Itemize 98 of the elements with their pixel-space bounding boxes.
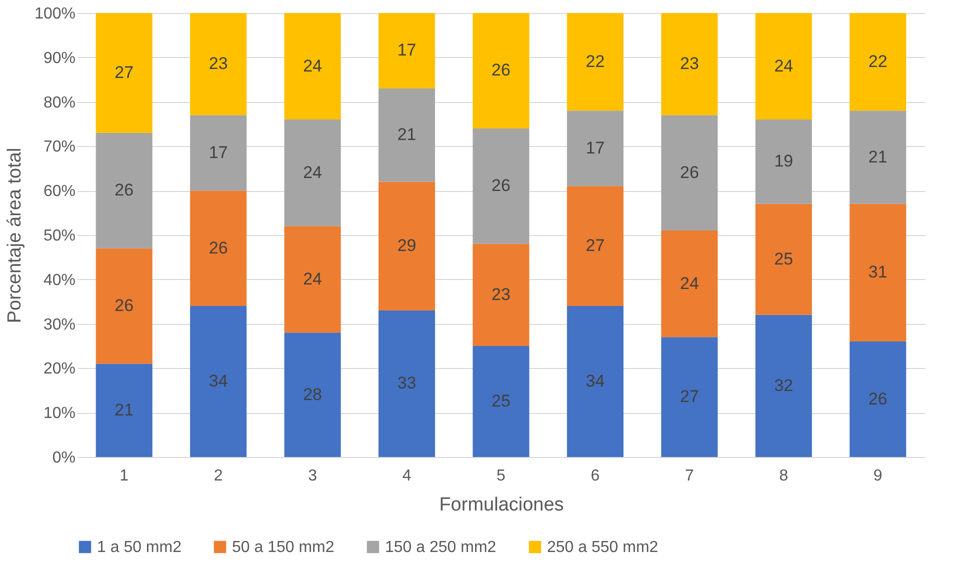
- bar: [472, 13, 530, 128]
- y-tick-label: 30%: [43, 316, 76, 334]
- y-tick-label: 60%: [43, 183, 76, 200]
- bar: [190, 190, 247, 306]
- bar: [378, 310, 436, 457]
- y-tick-label: 10%: [43, 405, 76, 422]
- bar: [96, 248, 152, 364]
- data-label: 27: [586, 236, 605, 256]
- x-tick-label: 8: [779, 468, 788, 484]
- bar: [472, 346, 530, 457]
- data-label: 19: [774, 152, 794, 171]
- data-label: 21: [114, 400, 134, 420]
- bar: [661, 230, 718, 338]
- data-label: 23: [492, 284, 510, 304]
- bar: [284, 226, 341, 333]
- bar: [566, 306, 624, 457]
- x-tick-label: 2: [214, 468, 223, 484]
- data-label: 17: [397, 40, 416, 60]
- data-label: 27: [114, 62, 134, 82]
- data-label: 34: [208, 372, 228, 391]
- bar: [190, 306, 247, 457]
- bar: [850, 110, 906, 204]
- y-tick-label: 100%: [34, 6, 76, 22]
- y-tick-label: 20%: [43, 360, 76, 378]
- bar: [566, 186, 624, 306]
- data-label: 33: [397, 374, 416, 393]
- data-label: 26: [114, 180, 134, 200]
- data-label: 26: [492, 60, 510, 80]
- data-label: 26: [868, 389, 888, 408]
- bar: [190, 115, 247, 191]
- bar: [850, 204, 906, 342]
- data-label: 34: [586, 372, 605, 391]
- data-label: 25: [492, 392, 510, 410]
- bar: [378, 182, 436, 310]
- data-label: 24: [303, 269, 322, 288]
- data-label: 26: [114, 296, 134, 316]
- data-label: 27: [680, 387, 699, 406]
- bar: [190, 13, 247, 116]
- x-axis-title: Formulaciones: [439, 494, 564, 516]
- bar: [472, 128, 530, 244]
- legend-label: 50 a 150 mm2: [232, 539, 334, 556]
- y-tick-label: 80%: [43, 94, 76, 112]
- data-label: 26: [492, 176, 510, 196]
- bar: [566, 110, 624, 186]
- bar: [96, 364, 152, 457]
- x-tick-label: 6: [590, 468, 600, 484]
- data-label: 29: [397, 236, 416, 256]
- y-tick-label: 70%: [43, 138, 76, 156]
- bar: [96, 13, 152, 133]
- data-label: 25: [774, 249, 794, 268]
- bar: [284, 13, 341, 120]
- y-tick-label: 40%: [43, 272, 76, 289]
- y-tick-label: 0%: [52, 450, 76, 466]
- data-label: 28: [303, 384, 322, 404]
- bar: [850, 13, 906, 111]
- x-tick-label: 3: [308, 468, 318, 484]
- x-tick-label: 7: [684, 468, 694, 484]
- legend-label: 1 a 50 mm2: [97, 539, 182, 556]
- bar: [284, 120, 341, 226]
- y-axis-title: Porcentaje área total: [4, 148, 26, 324]
- bar: [661, 337, 718, 457]
- bar: [378, 13, 436, 88]
- data-label: 24: [303, 56, 322, 76]
- data-label: 23: [208, 54, 228, 74]
- data-label: 26: [208, 238, 228, 258]
- data-label: 24: [303, 162, 322, 182]
- y-tick-label: 50%: [43, 228, 76, 244]
- data-label: 23: [680, 54, 699, 74]
- data-label: 21: [868, 147, 888, 166]
- data-label: 22: [868, 52, 888, 71]
- bar: [284, 332, 341, 457]
- data-label: 26: [680, 162, 699, 182]
- bar: [755, 204, 812, 315]
- bar: [755, 120, 812, 204]
- bar: [850, 342, 906, 457]
- data-label: 31: [868, 262, 888, 282]
- legend-label: 250 a 550 mm2: [547, 539, 658, 556]
- bar: [96, 132, 152, 248]
- data-label: 24: [774, 56, 794, 76]
- bar: [566, 13, 624, 111]
- bar: [755, 13, 812, 120]
- bar: [661, 13, 718, 116]
- x-tick-label: 4: [402, 468, 412, 484]
- bar: [661, 115, 718, 231]
- data-label: 22: [586, 52, 605, 71]
- data-label: 17: [586, 138, 605, 158]
- x-tick-label: 9: [873, 468, 882, 484]
- bar: [755, 314, 812, 457]
- data-label: 17: [208, 142, 228, 162]
- data-label: 32: [774, 376, 794, 395]
- data-label: 21: [397, 125, 416, 144]
- data-label: 24: [680, 274, 699, 293]
- bar: [378, 88, 436, 182]
- legend-label: 150 a 250 mm2: [385, 539, 496, 556]
- y-tick-label: 90%: [43, 50, 76, 67]
- x-tick-label: 1: [120, 468, 129, 484]
- bar: [472, 244, 530, 346]
- x-tick-label: 5: [496, 468, 506, 484]
